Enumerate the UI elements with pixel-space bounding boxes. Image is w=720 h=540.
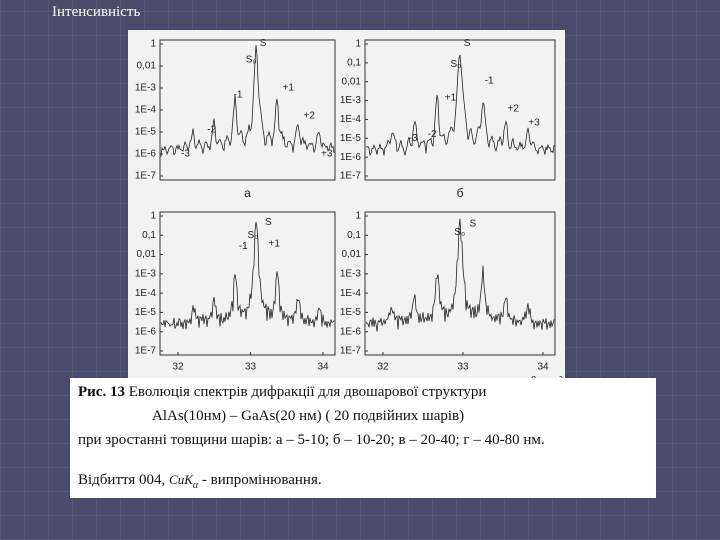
peak-label: S <box>470 218 477 229</box>
peak-label: -2 <box>428 129 437 140</box>
y-tick-label: 1E-6 <box>340 326 362 337</box>
x-tick-label: 32 <box>377 362 389 373</box>
panel-label: а <box>244 186 251 200</box>
y-tick-label: 1E-4 <box>135 288 157 299</box>
peak-label: -3 <box>181 148 190 159</box>
spectrum <box>365 218 555 332</box>
plot-frame <box>159 211 336 356</box>
peak-label: -1 <box>239 241 248 252</box>
peak-label: +2 <box>508 104 520 115</box>
peak-label: +3 <box>528 118 540 129</box>
peak-label: -1 <box>485 76 494 87</box>
peak-label: +1 <box>269 238 281 249</box>
y-tick-label: 0,1 <box>142 230 156 241</box>
y-tick-label: 1E-4 <box>340 114 362 125</box>
caption-text: Еволюція спектрів дифракції для двошаров… <box>124 384 487 400</box>
x-tick-label: 34 <box>537 362 549 373</box>
x-tick-label: 33 <box>245 362 257 373</box>
caption-line: Відбиття 004, CuKα - випромінювання. <box>78 472 322 491</box>
peak-label: S₀ <box>451 59 462 70</box>
y-tick-label: 0,01 <box>137 61 157 72</box>
panel-label: б <box>457 186 464 200</box>
y-tick-label: 1 <box>355 211 361 222</box>
y-tick-label: 0,01 <box>137 249 157 260</box>
caption-text: Відбиття 004, <box>78 472 170 488</box>
y-tick-label: 1E-5 <box>135 307 157 318</box>
y-tick-label: 1E-7 <box>135 346 157 357</box>
spectrum <box>160 45 335 157</box>
slide-title: Інтенсивність <box>52 4 141 20</box>
plot-frame <box>364 211 556 356</box>
y-tick-label: 1 <box>150 211 156 222</box>
y-tick-label: 1E-3 <box>135 268 157 279</box>
spectrum <box>160 221 335 330</box>
caption-text: - випромінювання. <box>198 472 322 488</box>
y-tick-label: 1E-3 <box>135 83 157 94</box>
caption-line: AlAs(10нм) – GaAs(20 нм) ( 20 подвійних … <box>152 408 465 424</box>
y-tick-label: 1E-4 <box>340 288 362 299</box>
y-tick-label: 1E-3 <box>340 268 362 279</box>
y-tick-label: 1E-5 <box>340 133 362 144</box>
formula: CuK <box>169 472 193 487</box>
caption-line: при зростанні товщини шарів: а – 5-10; б… <box>78 432 545 448</box>
peak-label: -3 <box>409 133 418 144</box>
x-tick-label: 33 <box>457 362 469 373</box>
caption-line: Рис. 13 Еволюція спектрів дифракції для … <box>78 384 486 401</box>
y-tick-label: 0,01 <box>342 76 362 87</box>
caption: Рис. 13 Еволюція спектрів дифракції для … <box>70 378 656 498</box>
peak-label: +2 <box>304 111 316 122</box>
y-tick-label: 1E-6 <box>135 149 157 160</box>
x-tick-label: 32 <box>172 362 184 373</box>
peak-label: +1 <box>283 83 295 94</box>
y-tick-label: 1E-5 <box>340 307 362 318</box>
peak-label: S <box>464 38 471 49</box>
plot-frame <box>364 39 556 181</box>
peak-label: S₀ <box>248 230 259 241</box>
figure-background <box>128 30 565 386</box>
peak-label: S <box>260 38 267 49</box>
x-tick-label: 34 <box>317 362 329 373</box>
spectrum <box>365 54 555 157</box>
y-tick-label: 1E-7 <box>340 171 362 182</box>
y-tick-label: 1E-5 <box>135 127 157 138</box>
y-tick-label: 0,1 <box>347 57 361 68</box>
peak-label: S₀ <box>246 55 257 66</box>
y-tick-label: 1E-3 <box>340 95 362 106</box>
y-tick-label: 0,1 <box>347 230 361 241</box>
y-tick-label: 1E-4 <box>135 105 157 116</box>
peak-label: -2 <box>207 125 216 136</box>
formula-subscript: α <box>192 480 199 491</box>
peak-label: -1 <box>234 90 243 101</box>
y-tick-label: 1E-7 <box>135 171 157 182</box>
peak-label: +3 <box>321 148 333 159</box>
peak-label: S <box>265 217 272 228</box>
y-tick-label: 1E-6 <box>135 326 157 337</box>
y-tick-label: 1 <box>355 39 361 50</box>
y-tick-label: 1 <box>150 39 156 50</box>
y-tick-label: 0,01 <box>342 249 362 260</box>
caption-bold: Рис. 13 <box>78 384 125 400</box>
peak-label: S₀ <box>454 227 465 238</box>
y-tick-label: 1E-6 <box>340 152 362 163</box>
y-tick-label: 1E-7 <box>340 346 362 357</box>
peak-label: +1 <box>445 92 457 103</box>
